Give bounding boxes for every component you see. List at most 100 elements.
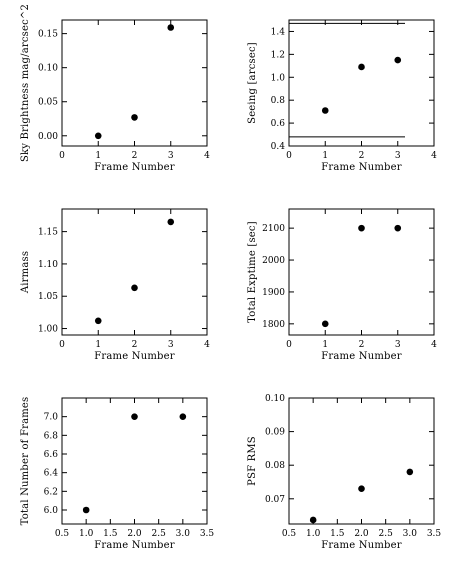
x-tick-label: 2 [359,151,365,161]
x-tick-label: 2 [132,340,138,350]
y-tick-label: 6.8 [44,431,59,441]
data-point [394,56,402,64]
data-point [358,485,365,493]
x-tick-label: 4 [431,151,437,161]
x-tick-label: 2.5 [152,529,167,539]
panel-total-frames: 0.5 1.0 1.5 2.0 2.5 3.0 3.5 6.0 6.2 6.4 6.6 6.8 7.0 F… [20,397,214,551]
y-tick-label: 7.0 [44,413,59,423]
x-tick-label: 3.5 [427,529,442,539]
x-tick-label: 3 [395,151,401,161]
panel-sky-brightness: 0 1 2 3 4 0.00 0.05 0.10 0.15 Frame Number Sky Bri… [20,4,210,173]
data-point [309,516,317,524]
x-tick-label: 4 [431,340,437,350]
x-tick-label: 1 [95,340,101,350]
data-point [131,114,138,121]
x-tick-label: 1 [322,340,328,350]
y-tick-label: 0.05 [38,98,58,108]
data-point [321,107,329,114]
y-tick-label: 2100 [262,224,285,234]
x-tick-label: 0 [286,340,292,350]
x-tick-label: 3 [395,340,401,350]
plot-frame [288,19,435,147]
x-tick-label: 1 [95,151,101,161]
y-tick-label: 1.2 [271,50,285,60]
data-point [406,468,414,476]
y-tick-label: 1800 [262,320,285,330]
x-tick-label: 3.0 [403,529,418,539]
data-point [321,320,329,328]
data-point [358,224,365,232]
y-tick-label: 0.15 [38,30,58,40]
x-tick-label: 3.0 [176,529,191,539]
y-tick-label: 0.09 [265,428,285,438]
x-tick-label: 4 [204,340,210,350]
y-axis-label: Airmass [20,251,31,294]
data-point [358,63,365,71]
x-tick-label: 0 [59,340,65,350]
plot-frame [61,208,208,336]
x-axis-label: Frame Number [94,540,174,551]
x-tick-label: 1.5 [103,529,118,539]
plot-frame [288,397,435,525]
y-tick-label: 6.2 [44,487,58,497]
x-tick-label: 0.5 [282,529,297,539]
x-tick-label: 3 [168,340,174,350]
y-tick-label: 1900 [262,288,285,298]
x-axis-label: Frame Number [94,351,174,362]
x-tick-label: 1.5 [330,529,345,539]
x-tick-label: 4 [204,151,210,161]
y-tick-label: 0.10 [265,394,285,404]
y-tick-label: 0.6 [271,119,286,129]
y-tick-label: 1.4 [271,27,286,37]
y-axis-label: PSF RMS [247,436,258,486]
x-tick-label: 3 [168,151,174,161]
y-tick-label: 0.8 [271,96,286,106]
panel-psf-rms: 0.5 1.0 1.5 2.0 2.5 3.0 3.5 0.07 0.08 0.09 0.10 Fra… [247,394,441,551]
data-point [131,284,138,292]
data-point [94,317,102,325]
y-tick-label: 0.08 [265,461,285,471]
data-point [167,24,175,31]
y-tick-label: 1.15 [38,228,58,238]
y-tick-label: 1.00 [38,325,58,335]
y-axis-label: Sky Brightness mag/arcsec^2 [20,4,31,162]
x-tick-label: 2.0 [127,529,142,539]
x-axis-label: Frame Number [321,540,401,551]
y-tick-label: 2000 [262,256,285,266]
panel-airmass: 0 1 2 3 4 1.00 1.05 1.10 1.15 Frame Number Airmass [20,208,210,362]
x-axis-label: Frame Number [94,162,174,173]
y-tick-label: 6.4 [44,469,59,479]
x-tick-label: 1 [322,151,328,161]
plot-frame [61,19,208,147]
y-tick-label: 1.05 [38,292,58,302]
y-tick-label: 1.0 [271,73,286,83]
x-tick-label: 3.5 [200,529,215,539]
y-tick-label: 0.4 [271,142,286,152]
x-tick-label: 2 [132,151,138,161]
data-point [82,506,90,514]
y-axis-label: Seeing [arcsec] [247,42,258,124]
x-tick-label: 2 [359,340,365,350]
panel-total-exptime: 0 1 2 3 4 1800 1900 2000 2100 Frame Number Total E… [247,208,437,362]
x-tick-label: 1.0 [79,529,94,539]
x-tick-label: 2.5 [379,529,394,539]
x-axis-label: Frame Number [321,162,401,173]
y-axis-label: Total Number of Frames [20,397,31,526]
data-point [94,132,102,140]
data-point [179,413,187,420]
y-tick-label: 1.10 [38,260,58,270]
x-tick-label: 1.0 [306,529,321,539]
y-tick-label: 6.0 [44,506,59,516]
y-tick-label: 0.00 [38,132,58,142]
x-tick-label: 0 [59,151,65,161]
data-point [167,218,175,226]
x-tick-label: 2.0 [354,529,369,539]
data-point [131,413,138,420]
y-axis-label: Total Exptime [sec] [247,221,258,323]
x-tick-label: 0.5 [55,529,70,539]
y-tick-label: 6.6 [44,450,59,460]
y-tick-label: 0.10 [38,64,58,74]
data-point [394,224,402,232]
x-axis-label: Frame Number [321,351,401,362]
